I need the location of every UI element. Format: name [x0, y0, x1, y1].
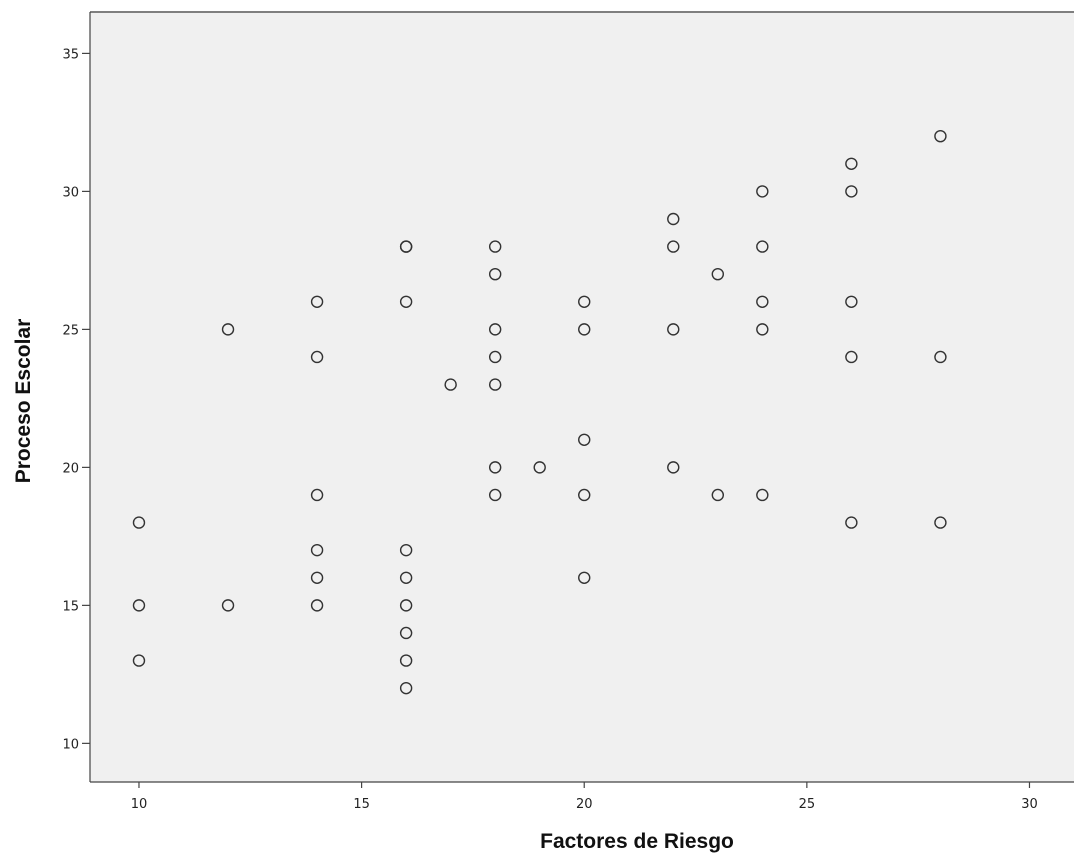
- data-point: [845, 185, 858, 198]
- data-point: [578, 433, 591, 446]
- data-point: [845, 295, 858, 308]
- data-point: [132, 516, 146, 529]
- data-point: [399, 543, 413, 557]
- data-point: [756, 488, 769, 502]
- data-point: [399, 599, 413, 612]
- data-point: [310, 488, 324, 502]
- data-point: [399, 571, 413, 584]
- data-point: [711, 488, 725, 502]
- data-point: [756, 323, 769, 336]
- y-tick-label: 15: [62, 599, 79, 614]
- data-point: [310, 571, 324, 584]
- data-point: [667, 240, 680, 253]
- data-point: [533, 461, 546, 474]
- data-point: [934, 129, 947, 143]
- data-point: [488, 240, 502, 253]
- data-point: [399, 626, 413, 640]
- data-point: [310, 599, 324, 612]
- data-point: [488, 488, 502, 502]
- data-point: [578, 323, 591, 336]
- data-point: [488, 267, 502, 281]
- data-point: [399, 295, 413, 308]
- data-point: [667, 212, 680, 226]
- data-point: [756, 185, 769, 198]
- x-axis-title: Factores de Riesgo: [540, 830, 734, 853]
- data-point: [488, 378, 502, 391]
- data-point: [845, 516, 858, 529]
- data-point: [399, 240, 413, 253]
- data-point: [444, 378, 457, 391]
- data-point: [667, 323, 680, 336]
- data-point: [845, 350, 858, 364]
- data-point: [667, 461, 680, 474]
- x-tick-label: 25: [799, 797, 816, 812]
- data-point: [934, 350, 947, 364]
- data-point: [310, 295, 324, 308]
- data-point: [310, 350, 324, 364]
- x-tick-label: 20: [576, 797, 593, 812]
- data-point: [488, 350, 502, 364]
- data-point: [578, 488, 591, 502]
- data-point: [488, 323, 502, 336]
- data-point: [132, 654, 146, 667]
- data-point: [756, 240, 769, 253]
- y-tick-label: 35: [62, 47, 79, 62]
- plot-area: [90, 12, 1074, 782]
- data-point: [934, 516, 947, 529]
- data-point: [488, 461, 502, 474]
- data-point: [399, 654, 413, 667]
- axes: 10 15 20 25 30 10 15 20 25 30 35: [62, 12, 1074, 812]
- y-tick-label: 25: [62, 323, 79, 338]
- y-tick-label: 20: [62, 461, 79, 476]
- y-axis-title: Proceso Escolar: [12, 319, 35, 484]
- data-point: [310, 543, 324, 557]
- data-point: [399, 681, 413, 695]
- data-point: [221, 323, 235, 336]
- x-tick-label: 15: [353, 797, 370, 812]
- x-tick-label: 30: [1021, 797, 1038, 812]
- x-tick-label: 10: [131, 797, 148, 812]
- data-points: [132, 129, 947, 695]
- data-point: [132, 599, 146, 612]
- data-point: [578, 295, 591, 308]
- data-point: [756, 295, 769, 308]
- y-tick-label: 30: [62, 185, 79, 200]
- data-point: [221, 599, 235, 612]
- data-point: [845, 157, 858, 170]
- data-point: [711, 267, 725, 281]
- data-point: [578, 571, 591, 584]
- y-tick-label: 10: [62, 737, 79, 752]
